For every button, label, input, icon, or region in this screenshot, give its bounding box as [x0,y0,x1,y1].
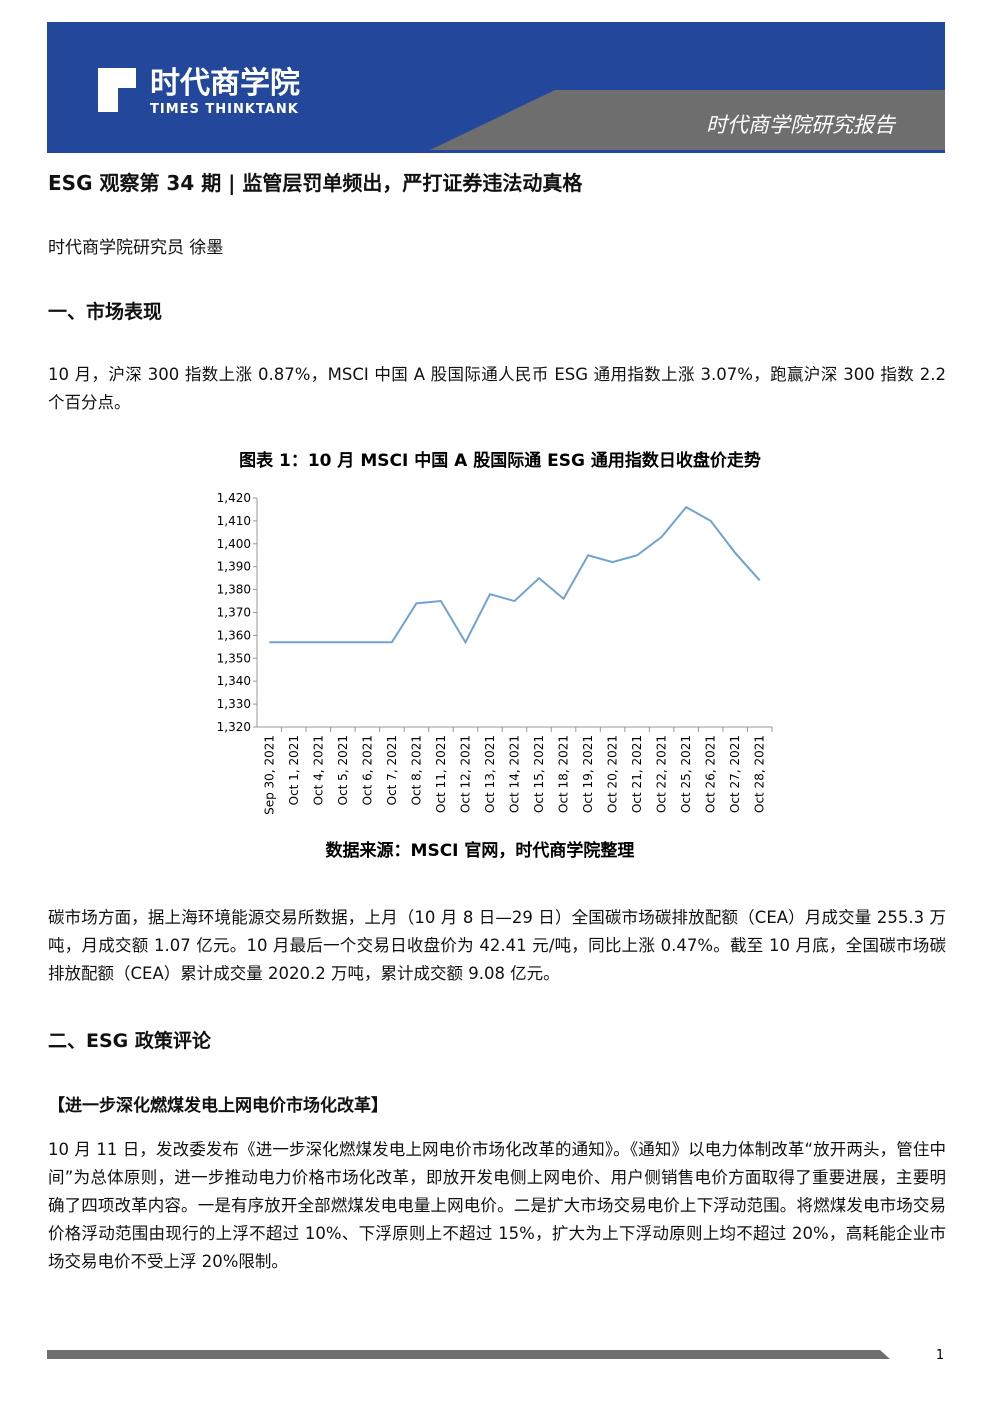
x-tick-label: Oct 26, 2021 [704,735,718,813]
x-tick-label: Oct 15, 2021 [532,735,546,813]
y-tick-label: 1,370 [217,606,251,620]
section-heading: 一、市场表现 [48,301,163,323]
x-tick-label: Sep 30, 2021 [262,735,276,815]
x-tick-label: Oct 8, 2021 [409,735,423,805]
header-rule [47,150,945,153]
header-band: 时代商学院 TIMES THINKTANK 时代商学院研究报告 [47,22,945,153]
line-series [269,505,761,645]
x-tick-label: Oct 14, 2021 [508,735,522,813]
doc-title: ESG 观察第 34 期 | 监管层罚单频出，严打证券违法动真格 [48,171,583,195]
y-tick-label: 1,360 [217,628,251,642]
paragraph: 碳市场方面，据上海环境能源交易所数据，上月（10 月 8 日—29 日）全国碳市… [48,908,946,983]
x-tick-label: Oct 13, 2021 [483,735,497,813]
logo-cn: 时代商学院 [150,66,300,101]
x-tick-label: Oct 11, 2021 [434,735,448,813]
logo-mark-cut [118,88,136,112]
y-tick-label: 1,330 [217,697,251,711]
x-tick-label: Oct 7, 2021 [385,735,399,805]
y-tick-label: 1,350 [217,651,251,665]
logo-en: TIMES THINKTANK [150,102,299,117]
page-number: 1 [936,1348,944,1363]
y-tick-label: 1,420 [217,491,251,505]
x-tick-label: Oct 12, 2021 [458,735,472,813]
y-tick-label: 1,380 [217,583,251,597]
author: 时代商学院研究员 徐墨 [48,238,224,258]
chart-title: 图表 1：10 月 MSCI 中国 A 股国际通 ESG 通用指数日收盘价走势 [239,450,761,471]
x-tick-label: Oct 18, 2021 [557,735,571,813]
chart-source: 数据来源：MSCI 官网，时代商学院整理 [326,840,635,861]
header-gray [430,90,945,150]
subheading: 【进一步深化燃煤发电上网电价市场化改革】 [48,1096,388,1116]
x-tick-label: Oct 27, 2021 [728,735,742,813]
x-tick-label: Oct 25, 2021 [679,735,693,813]
footer-rule [47,1350,890,1359]
x-tick-label: Oct 22, 2021 [655,735,669,813]
chart: 图表 1：10 月 MSCI 中国 A 股国际通 ESG 通用指数日收盘价走势 … [217,450,773,861]
x-tick-label: Oct 21, 2021 [630,735,644,813]
y-tick-label: 1,400 [217,537,251,551]
paragraph: 10 月 11 日，发改委发布《进一步深化燃煤发电上网电价市场化改革的通知》。《… [48,1140,946,1271]
y-tick-label: 1,390 [217,560,251,574]
x-tick-label: Oct 6, 2021 [360,735,374,805]
x-tick-label: Oct 1, 2021 [287,735,301,805]
footer: 1 [47,1348,944,1363]
y-tick-label: 1,410 [217,514,251,528]
x-tick-label: Oct 20, 2021 [606,735,620,813]
x-tick-label: Oct 5, 2021 [336,735,350,805]
y-tick-label: 1,320 [217,720,251,734]
report-name: 时代商学院研究报告 [706,113,897,137]
x-tick-label: Oct 28, 2021 [753,735,767,813]
x-tick-label: Oct 19, 2021 [581,735,595,813]
x-tick-label: Oct 4, 2021 [311,735,325,805]
paragraph: 10 月，沪深 300 指数上涨 0.87%，MSCI 中国 A 股国际通人民币… [48,365,946,412]
y-tick-label: 1,340 [217,674,251,688]
section-heading: 二、ESG 政策评论 [48,1030,211,1052]
